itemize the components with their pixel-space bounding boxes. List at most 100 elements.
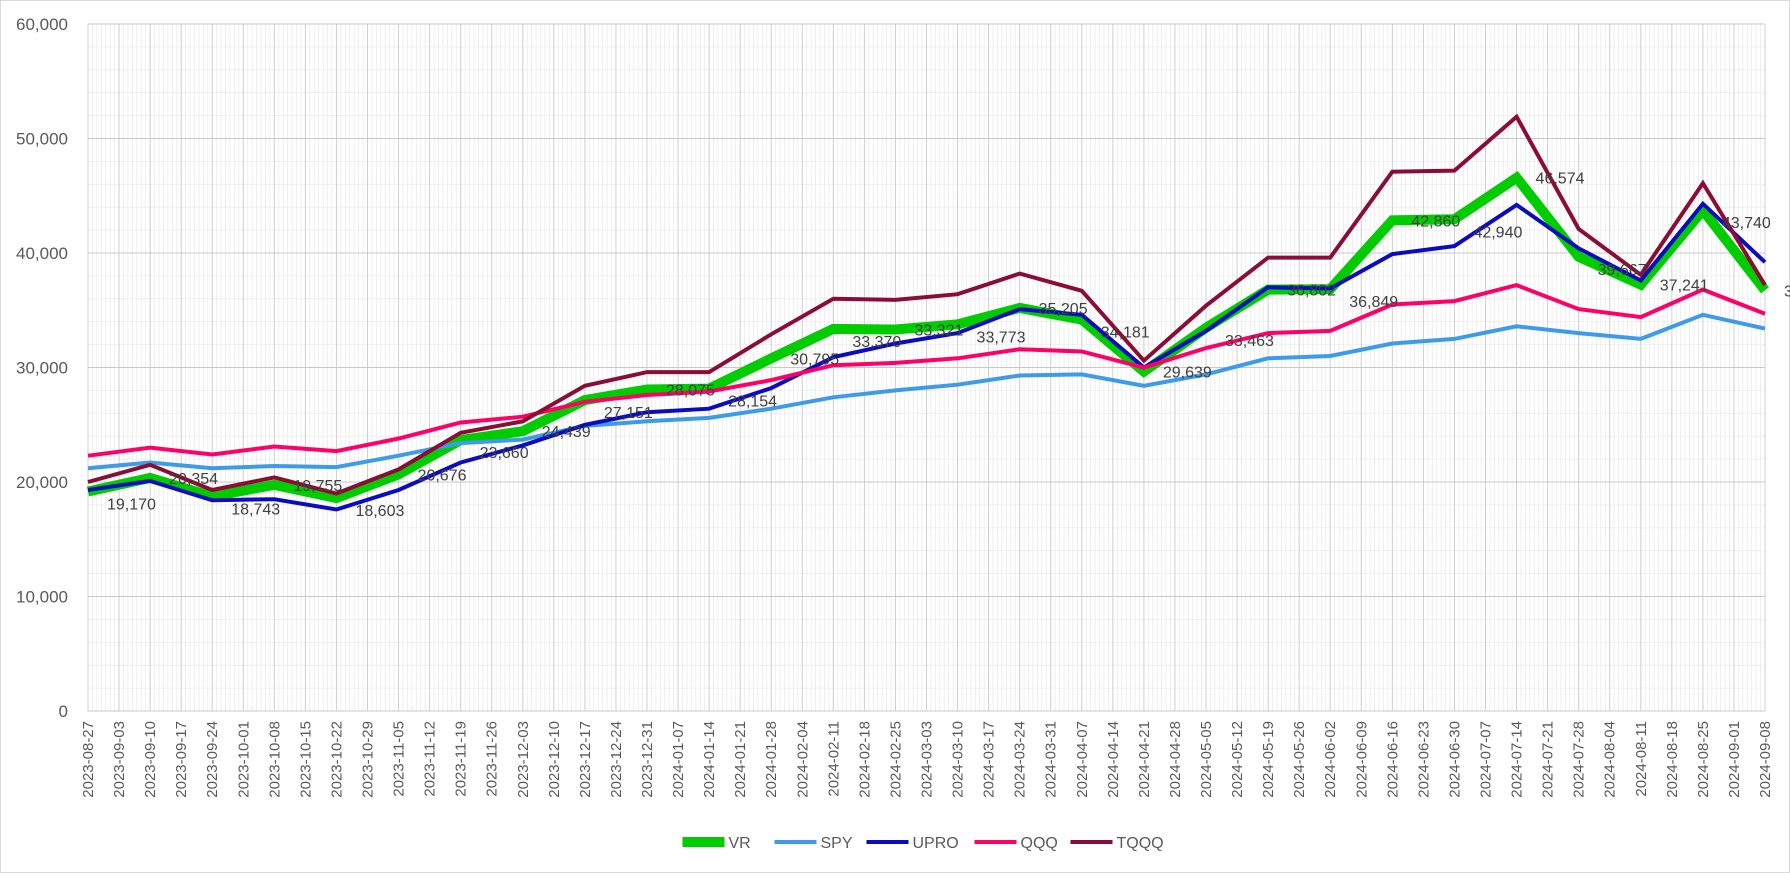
data-label: 37,241 xyxy=(1660,278,1709,295)
x-tick-label: 2024-06-16 xyxy=(1384,721,1401,798)
x-tick-label: 2024-07-14 xyxy=(1509,721,1526,798)
series-line-tqqq xyxy=(87,113,1767,496)
x-tick-label: 2024-04-28 xyxy=(1167,721,1184,798)
data-label: 28,075 xyxy=(666,383,715,400)
x-tick-label: 2024-07-28 xyxy=(1571,721,1588,798)
x-tick-label: 2023-12-03 xyxy=(515,721,532,798)
x-tick-label: 2023-09-10 xyxy=(142,721,159,798)
x-tick-label: 2024-03-03 xyxy=(919,721,936,798)
data-label: 29,639 xyxy=(1163,365,1212,382)
data-label: 46,574 xyxy=(1536,171,1585,188)
x-tick-label: 2023-12-17 xyxy=(577,721,594,798)
x-tick-label: 2024-03-10 xyxy=(950,721,967,798)
data-label: 19,170 xyxy=(107,497,156,514)
series-line-spy xyxy=(87,312,1766,471)
data-label: 35,205 xyxy=(1039,301,1088,318)
x-tick-label: 2024-08-04 xyxy=(1602,721,1619,798)
legend-label-qqq: QQQ xyxy=(1021,835,1058,852)
x-tick-label: 2023-10-29 xyxy=(360,721,377,798)
data-label: 42,860 xyxy=(1411,213,1460,230)
y-axis-tick-labels: 0 10,000 20,000 30,000 40,000 50,000 60,000 xyxy=(16,15,68,721)
series-lines xyxy=(86,113,1769,512)
x-tick-label: 2023-10-22 xyxy=(328,721,345,798)
x-tick-label: 2023-11-05 xyxy=(391,721,408,797)
x-tick-label: 2023-12-24 xyxy=(608,721,625,798)
data-label: 33,463 xyxy=(1225,333,1274,350)
series-line-upro xyxy=(87,200,1767,512)
x-tick-label: 2024-08-11 xyxy=(1633,721,1650,797)
data-label: 30,795 xyxy=(790,351,839,368)
x-tick-label: 2023-09-17 xyxy=(173,721,190,798)
series-line-vr xyxy=(86,170,1769,504)
data-label: 33,321 xyxy=(914,322,963,339)
x-tick-label: 2024-06-23 xyxy=(1415,721,1432,798)
x-tick-label: 2023-11-19 xyxy=(453,721,470,797)
legend-label-vr: VR xyxy=(729,835,751,852)
data-label: 18,743 xyxy=(231,501,280,518)
x-tick-label: 2024-03-31 xyxy=(1043,721,1060,798)
x-tick-label: 2023-10-08 xyxy=(266,721,283,798)
data-label: 36,746 xyxy=(1784,283,1790,300)
x-tick-label: 2023-11-12 xyxy=(422,721,439,797)
x-tick-label: 2024-04-14 xyxy=(1105,721,1122,798)
x-tick-label: 2024-01-28 xyxy=(763,721,780,798)
x-tick-label: 2024-02-18 xyxy=(856,721,873,798)
x-tick-label: 2024-08-25 xyxy=(1695,721,1712,798)
x-tick-label: 2023-10-15 xyxy=(297,721,314,798)
x-tick-label: 2024-06-30 xyxy=(1446,721,1463,798)
x-tick-label: 2024-05-12 xyxy=(1229,721,1246,798)
y-tick-label: 20,000 xyxy=(16,473,68,492)
x-tick-label: 2023-12-31 xyxy=(639,721,656,798)
data-label: 27,151 xyxy=(604,405,653,422)
x-tick-label: 2023-11-26 xyxy=(484,721,501,797)
y-tick-label: 0 xyxy=(59,702,68,721)
major-gridlines xyxy=(87,23,1766,712)
y-tick-label: 60,000 xyxy=(16,15,68,34)
data-label: 20,676 xyxy=(418,467,467,484)
x-tick-label: 2024-05-19 xyxy=(1260,721,1277,798)
data-label: 23,660 xyxy=(480,445,529,462)
y-tick-label: 50,000 xyxy=(16,130,68,149)
x-tick-label: 2023-12-10 xyxy=(546,721,563,798)
y-tick-label: 40,000 xyxy=(16,244,68,263)
x-tick-label: 2023-10-01 xyxy=(235,721,252,798)
data-label: 18,603 xyxy=(355,503,404,520)
data-label: 28,154 xyxy=(728,394,777,411)
x-tick-label: 2024-01-14 xyxy=(701,721,718,798)
data-label: 43,740 xyxy=(1722,215,1771,232)
data-label: 39,667 xyxy=(1598,262,1647,279)
data-label: 36,802 xyxy=(1287,283,1336,300)
x-tick-label: 2024-01-21 xyxy=(732,721,749,798)
x-tick-label: 2024-06-02 xyxy=(1322,721,1339,798)
x-tick-label: 2023-09-24 xyxy=(204,721,221,798)
data-labels: 19,170 20,354 18,743 19,755 18,603 20,676 23,6… xyxy=(107,171,1790,520)
x-tick-label: 2024-02-04 xyxy=(794,721,811,798)
data-label: 42,940 xyxy=(1473,224,1522,241)
x-tick-label: 2023-09-03 xyxy=(111,721,128,798)
data-label: 24,439 xyxy=(542,424,591,441)
data-label: 33,773 xyxy=(977,329,1026,346)
series-line-qqq xyxy=(87,283,1766,458)
data-label: 19,755 xyxy=(293,478,342,495)
x-tick-label: 2024-04-07 xyxy=(1074,721,1091,798)
x-tick-label: 2024-07-21 xyxy=(1540,721,1557,798)
x-tick-label: 2024-09-01 xyxy=(1726,721,1743,798)
x-tick-label: 2024-09-08 xyxy=(1757,721,1774,798)
x-tick-label: 2024-04-21 xyxy=(1136,721,1153,798)
x-tick-label: 2024-03-17 xyxy=(981,721,998,798)
x-tick-label: 2024-01-07 xyxy=(670,721,687,798)
x-axis-tick-labels: 2023-08-27 2023-09-03 2023-09-10 2023-09-17… xyxy=(80,721,1774,798)
data-label: 20,354 xyxy=(169,471,218,488)
legend: VR SPY UPRO QQQ TQQQ xyxy=(682,835,1164,852)
x-tick-label: 2024-03-24 xyxy=(1012,721,1029,798)
legend-label-spy: SPY xyxy=(821,835,853,852)
legend-label-upro: UPRO xyxy=(913,835,959,852)
x-tick-label: 2024-07-07 xyxy=(1478,721,1495,798)
x-tick-label: 2024-02-11 xyxy=(825,721,842,797)
x-tick-label: 2024-05-26 xyxy=(1291,721,1308,798)
y-tick-label: 10,000 xyxy=(16,588,68,607)
x-tick-label: 2023-08-27 xyxy=(80,721,97,798)
legend-label-tqqq: TQQQ xyxy=(1117,835,1164,852)
x-tick-label: 2024-02-25 xyxy=(887,721,904,798)
